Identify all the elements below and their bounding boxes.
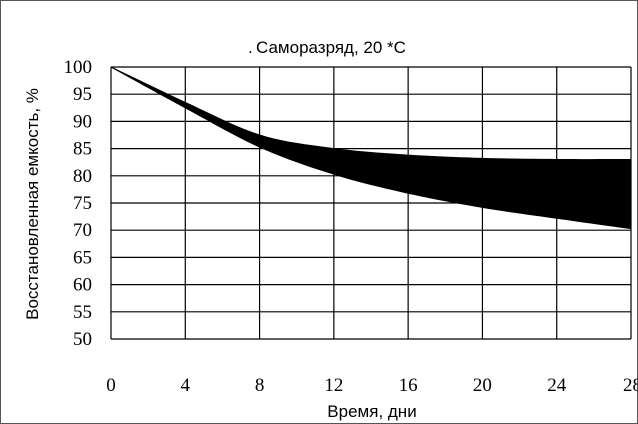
y-tick-label: 90 xyxy=(73,111,92,132)
x-axis-label: Время, дни xyxy=(327,402,416,421)
y-tick-label: 60 xyxy=(73,275,92,296)
y-tick-labels: 100 95 90 85 80 75 70 65 60 55 50 xyxy=(64,57,93,350)
y-tick-label: 70 xyxy=(73,220,92,241)
x-tick-label: 8 xyxy=(255,375,265,396)
x-tick-label: 16 xyxy=(399,375,418,396)
y-axis-label: Восстановленная емкость, % xyxy=(23,88,42,320)
x-tick-label: 20 xyxy=(473,375,492,396)
x-tick-label: 0 xyxy=(106,375,116,396)
x-tick-label: 12 xyxy=(324,375,343,396)
y-tick-label: 100 xyxy=(64,57,93,78)
x-tick-labels: 0 4 8 12 16 20 24 28 xyxy=(106,375,638,396)
y-tick-label: 55 xyxy=(73,302,92,323)
y-tick-label: 50 xyxy=(73,329,92,350)
chart-title: Саморазряд, 20 *С xyxy=(256,38,406,57)
x-tick-label: 28 xyxy=(623,375,638,396)
y-tick-label: 85 xyxy=(73,139,92,160)
y-tick-label: 80 xyxy=(73,166,92,187)
x-tick-label: 4 xyxy=(181,375,191,396)
y-tick-label: 75 xyxy=(73,193,92,214)
chart-title-dot: . xyxy=(248,38,253,57)
capacity-band xyxy=(110,66,632,230)
y-tick-label: 65 xyxy=(73,247,92,268)
x-tick-label: 24 xyxy=(547,375,567,396)
y-tick-label: 95 xyxy=(73,84,92,105)
